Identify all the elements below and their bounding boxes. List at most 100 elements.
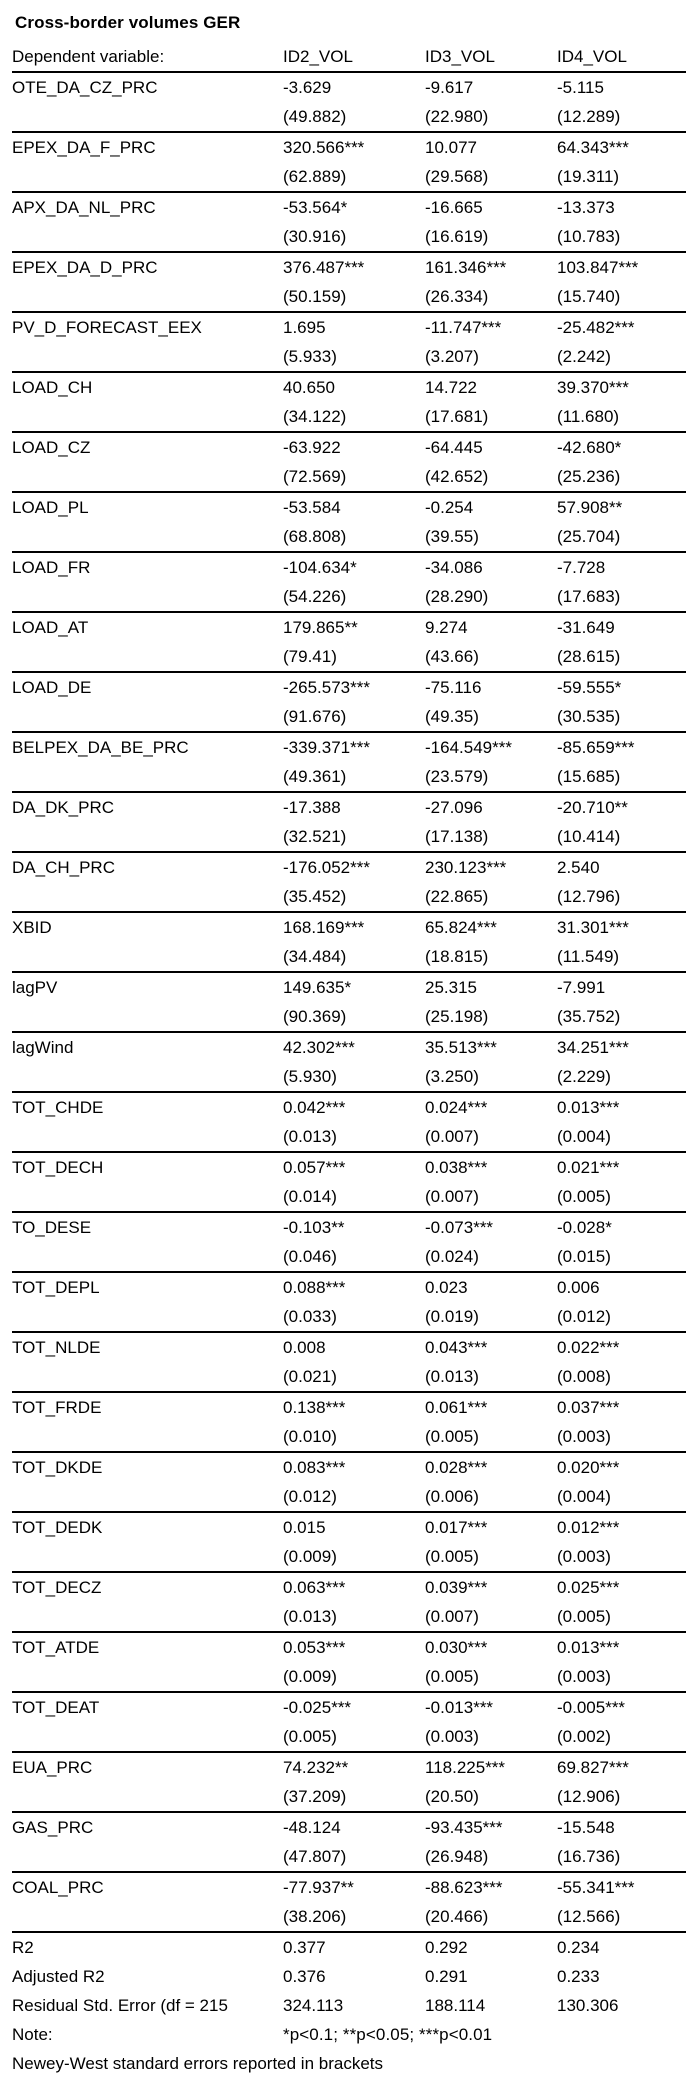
summary-label: R2: [12, 1931, 283, 1962]
empty-cell: [12, 1842, 283, 1872]
stderr-value: (22.865): [425, 887, 489, 906]
empty-cell: [12, 102, 283, 132]
variable-label: COAL_PRC: [12, 1871, 283, 1902]
stderr-value: (0.007): [425, 1127, 479, 1146]
empty-cell: [12, 162, 283, 192]
coefficient-value: -9.617: [425, 71, 557, 102]
variable-label: EUA_PRC: [12, 1751, 283, 1782]
stderr-value: (5.930): [283, 1067, 337, 1086]
coefficient-row: DA_CH_PRC -176.052*** 230.123*** 2.540: [12, 851, 686, 882]
stderr-value: (10.783): [557, 227, 621, 246]
stderr-value: (5.933): [283, 347, 337, 366]
variable-label: LOAD_CH: [12, 371, 283, 402]
stderr-value: (62.889): [283, 167, 347, 186]
stderr-value: (26.948): [425, 1847, 489, 1866]
variable-label: LOAD_FR: [12, 551, 283, 582]
coefficient-value: 0.025***: [557, 1571, 686, 1602]
stderr-row: (49.361) (23.579) (15.685): [12, 762, 686, 792]
stderr-value: (0.005): [557, 1607, 611, 1626]
stderr-row: (68.808) (39.55) (25.704): [12, 522, 686, 552]
empty-cell: [12, 282, 283, 312]
coefficient-value: 320.566***: [283, 131, 425, 162]
coefficient-value: 0.063***: [283, 1571, 425, 1602]
coefficient-value: 10.077: [425, 131, 557, 162]
coefficient-value: -27.096: [425, 791, 557, 822]
stderr-value: (12.906): [557, 1787, 621, 1806]
empty-cell: [12, 822, 283, 852]
coefficient-value: -339.371***: [283, 731, 425, 762]
regression-table: Dependent variable: ID2_VOL ID3_VOL ID4_…: [12, 42, 686, 2078]
coefficient-value: 118.225***: [425, 1751, 557, 1782]
coefficient-row: TOT_DEPL 0.088*** 0.023 0.006: [12, 1271, 686, 1302]
stderr-value: (0.002): [557, 1727, 611, 1746]
stderr-value: (68.808): [283, 527, 347, 546]
stderr-value: (32.521): [283, 827, 347, 846]
stderr-row: (30.916) (16.619) (10.783): [12, 222, 686, 252]
stderr-value: (91.676): [283, 707, 347, 726]
coefficient-value: 168.169***: [283, 911, 425, 942]
stderr-value: (11.680): [557, 407, 620, 426]
empty-cell: [12, 882, 283, 912]
stderr-value: (54.226): [283, 587, 347, 606]
stderr-value: (10.414): [557, 827, 621, 846]
variable-label: BELPEX_DA_BE_PRC: [12, 731, 283, 762]
variable-label: EPEX_DA_F_PRC: [12, 131, 283, 162]
stderr-value: (0.005): [557, 1187, 611, 1206]
stderr-value: (0.013): [283, 1127, 337, 1146]
stderr-value: (30.535): [557, 707, 621, 726]
stderr-row: (0.010) (0.005) (0.003): [12, 1422, 686, 1452]
significance-note: *p<0.1; **p<0.05; ***p<0.01: [283, 2025, 493, 2044]
stderr-value: (0.004): [557, 1487, 611, 1506]
coefficient-row: TO_DESE -0.103** -0.073*** -0.028*: [12, 1211, 686, 1242]
stderr-row: (5.930) (3.250) (2.229): [12, 1062, 686, 1092]
empty-cell: [12, 1002, 283, 1032]
coefficient-value: 0.053***: [283, 1631, 425, 1662]
stderr-value: (0.010): [283, 1427, 337, 1446]
footer-text: Newey-West standard errors reported in b…: [12, 2054, 384, 2073]
coefficient-value: 64.343***: [557, 131, 686, 162]
stderr-value: (49.361): [283, 767, 347, 786]
coefficient-value: 25.315: [425, 971, 557, 1002]
variable-label: TOT_DEDK: [12, 1511, 283, 1542]
stderr-value: (79.41): [283, 647, 337, 666]
variable-label: lagWind: [12, 1031, 283, 1062]
stderr-value: (0.012): [557, 1307, 611, 1326]
variable-label: DA_CH_PRC: [12, 851, 283, 882]
coefficient-value: -5.115: [557, 71, 686, 102]
summary-value: 0.377: [283, 1931, 425, 1962]
coefficient-value: -34.086: [425, 551, 557, 582]
coefficient-value: -13.373: [557, 191, 686, 222]
stderr-value: (0.033): [283, 1307, 337, 1326]
empty-cell: [12, 1422, 283, 1452]
coefficient-row: TOT_CHDE 0.042*** 0.024*** 0.013***: [12, 1091, 686, 1122]
footer-row: Newey-West standard errors reported in b…: [12, 2049, 686, 2078]
variable-label: GAS_PRC: [12, 1811, 283, 1842]
coefficient-value: 0.015: [283, 1511, 425, 1542]
coefficient-value: 0.138***: [283, 1391, 425, 1422]
stderr-row: (38.206) (20.466) (12.566): [12, 1902, 686, 1932]
stderr-value: (37.209): [283, 1787, 347, 1806]
coefficient-row: LOAD_DE -265.573*** -75.116 -59.555*: [12, 671, 686, 702]
coefficient-value: -11.747***: [425, 311, 557, 342]
coefficient-value: -104.634*: [283, 551, 425, 582]
coefficient-value: 0.021***: [557, 1151, 686, 1182]
stderr-value: (34.484): [283, 947, 347, 966]
coefficient-value: 0.043***: [425, 1331, 557, 1362]
variable-label: TO_DESE: [12, 1211, 283, 1242]
stderr-value: (0.004): [557, 1127, 611, 1146]
dependent-variable-label: Dependent variable:: [12, 42, 283, 73]
variable-label: DA_DK_PRC: [12, 791, 283, 822]
empty-cell: [12, 1662, 283, 1692]
empty-cell: [12, 642, 283, 672]
coefficient-value: 0.023: [425, 1271, 557, 1302]
coefficient-value: -53.564*: [283, 191, 425, 222]
coefficient-value: -55.341***: [557, 1871, 686, 1902]
coefficient-row: TOT_DECZ 0.063*** 0.039*** 0.025***: [12, 1571, 686, 1602]
coefficient-value: 35.513***: [425, 1031, 557, 1062]
stderr-value: (15.740): [557, 287, 621, 306]
stderr-value: (35.452): [283, 887, 347, 906]
stderr-value: (0.046): [283, 1247, 337, 1266]
stderr-value: (29.568): [425, 167, 489, 186]
coefficient-value: 0.057***: [283, 1151, 425, 1182]
